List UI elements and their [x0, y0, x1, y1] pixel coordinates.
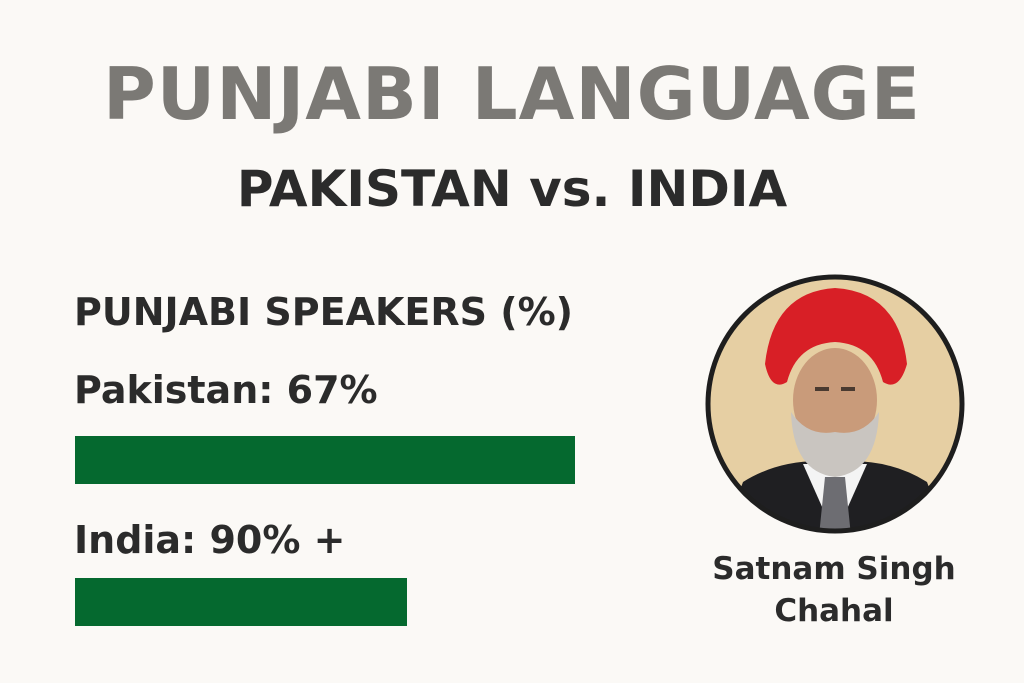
bar [75, 436, 575, 484]
title: PUNJABI LANGUAGE [103, 52, 921, 136]
person-name: Satnam Singh Chahal [712, 551, 956, 629]
item-label: Pakistan: 67% [74, 368, 378, 412]
portrait [705, 274, 965, 534]
item-label: India: 90% + [74, 518, 346, 562]
bar [75, 578, 407, 626]
section-heading: PUNJABI SPEAKERS (%) [74, 290, 574, 334]
subtitle: PAKISTAN vs. INDIA [236, 160, 788, 218]
